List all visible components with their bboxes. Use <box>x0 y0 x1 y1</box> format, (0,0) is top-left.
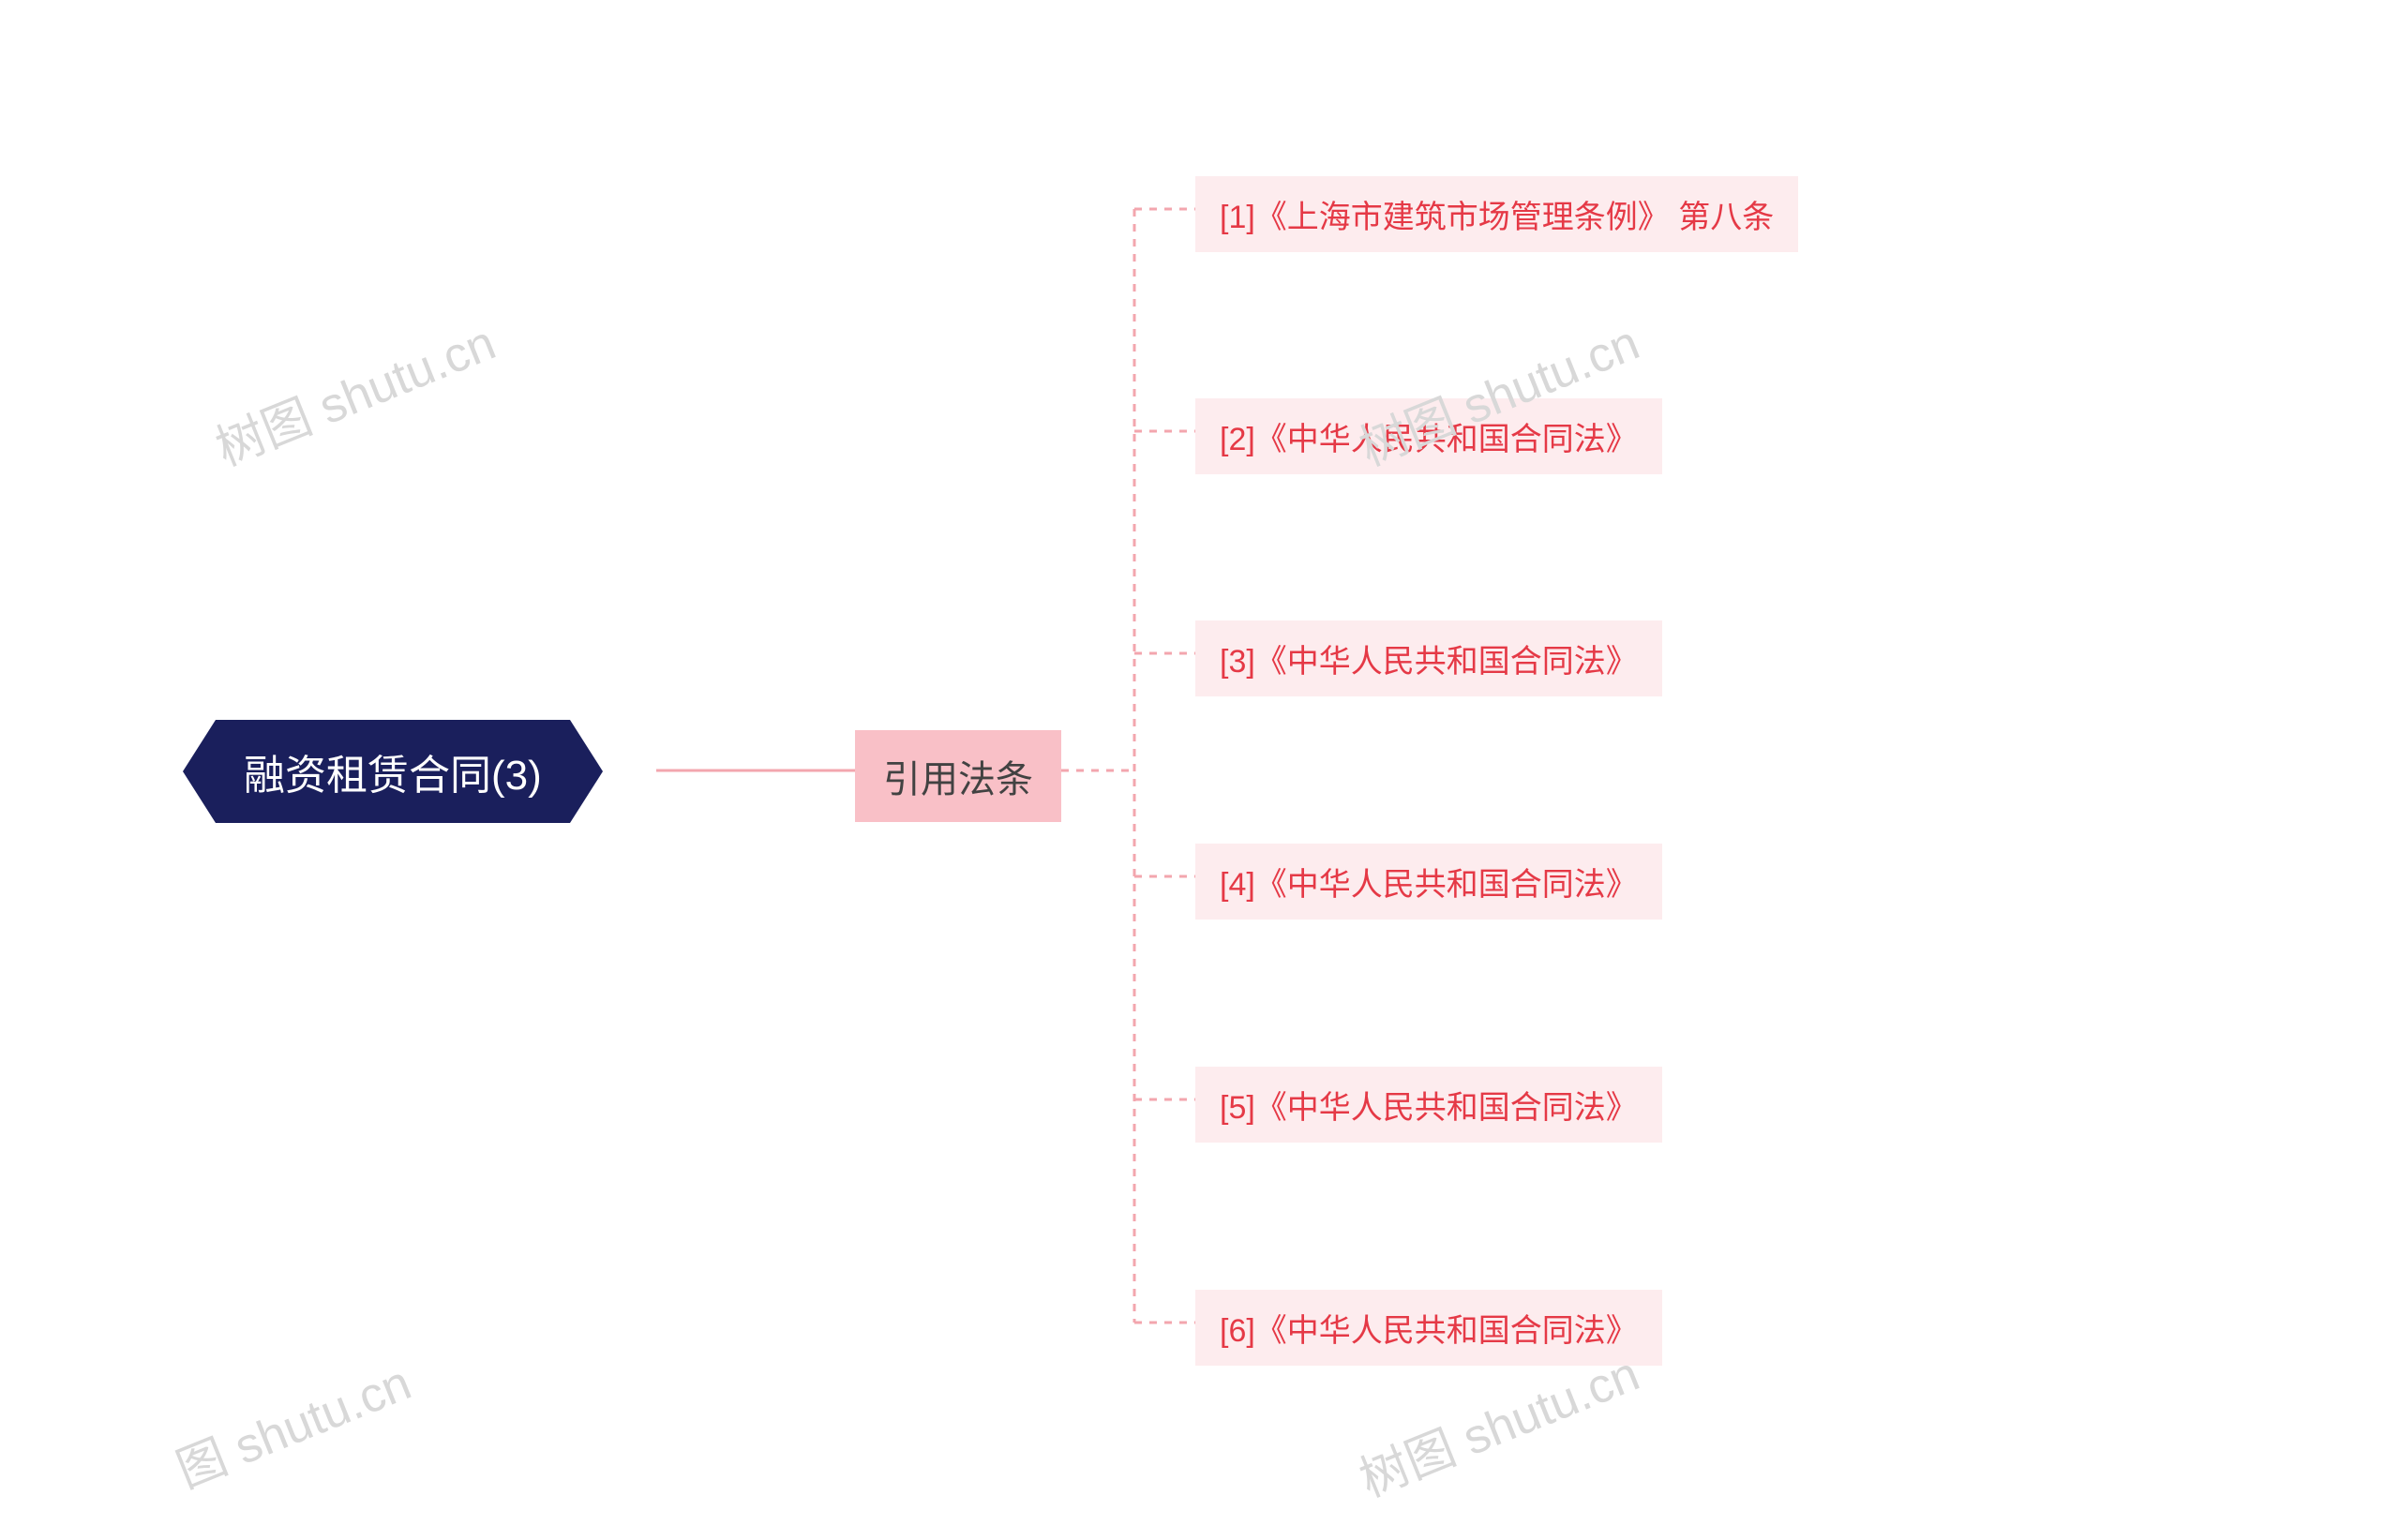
leaf-node-3: [3]《中华人民共和国合同法》 <box>1195 620 1662 696</box>
watermark-text: 树图 shutu.cn <box>1353 1347 1647 1508</box>
root-node-body: 融资租赁合同(3) <box>216 720 570 823</box>
leaf-label: [5]《中华人民共和国合同法》 <box>1220 1090 1638 1126</box>
leaf-label: [6]《中华人民共和国合同法》 <box>1220 1313 1638 1349</box>
leaf-node-2: [2]《中华人民共和国合同法》 <box>1195 398 1662 474</box>
leaf-node-4: [4]《中华人民共和国合同法》 <box>1195 844 1662 920</box>
mid-label: 引用法条 <box>883 759 1033 800</box>
leaf-label: [4]《中华人民共和国合同法》 <box>1220 867 1638 903</box>
mid-node: 引用法条 <box>855 730 1061 822</box>
leaf-node-6: [6]《中华人民共和国合同法》 <box>1195 1290 1662 1366</box>
root-node: 融资租赁合同(3) <box>216 720 570 823</box>
watermark: 图 shutu.cn <box>165 1343 420 1501</box>
leaf-node-1: [1]《上海市建筑市场管理条例》 第八条 <box>1195 176 1798 252</box>
leaf-node-5: [5]《中华人民共和国合同法》 <box>1195 1067 1662 1143</box>
watermark-text: 图 shutu.cn <box>170 1355 419 1498</box>
leaf-label: [2]《中华人民共和国合同法》 <box>1220 422 1638 457</box>
watermark: 树图 shutu.cn <box>203 304 503 480</box>
watermark-text: 树图 shutu.cn <box>209 316 503 477</box>
leaf-label: [1]《上海市建筑市场管理条例》 第八条 <box>1220 200 1774 235</box>
diagram-canvas: 融资租赁合同(3) 引用法条 [1]《上海市建筑市场管理条例》 第八条 [2]《… <box>0 0 2400 1540</box>
leaf-label: [3]《中华人民共和国合同法》 <box>1220 644 1638 680</box>
root-label: 融资租赁合同(3) <box>244 741 542 801</box>
